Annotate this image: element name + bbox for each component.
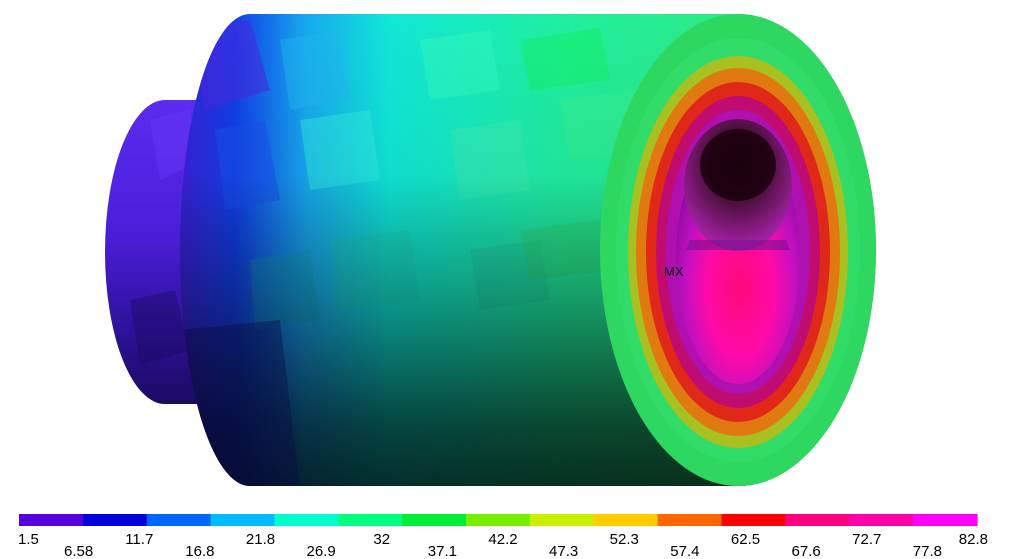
legend-swatch [338, 514, 403, 526]
legend-swatch [210, 514, 276, 526]
legend-label: 37.1 [428, 543, 457, 559]
legend-label: 82.8 [959, 531, 988, 548]
color-legend: 1.5 6.58 11.7 16.8 21.8 26.9 32 37.1 42.2 47.3 52.… [18, 514, 988, 559]
legend-label: 26.9 [307, 543, 336, 559]
legend-swatch [913, 514, 978, 526]
legend-swatch [19, 514, 84, 526]
legend-swatch [849, 514, 914, 526]
legend-swatch [274, 514, 339, 526]
legend-label: 67.6 [792, 543, 821, 559]
legend-label: 52.3 [610, 531, 639, 548]
legend-swatch [721, 514, 786, 526]
legend-label: 6.58 [64, 543, 93, 559]
legend-swatch [593, 514, 659, 526]
legend-label: 62.5 [731, 531, 760, 548]
legend-label: 16.8 [185, 543, 214, 559]
max-marker-label: MX [664, 264, 684, 279]
legend-label: 77.8 [913, 543, 942, 559]
legend-labels: 1.5 6.58 11.7 16.8 21.8 26.9 32 37.1 42.2 47.3 52.… [18, 531, 988, 559]
legend-swatch [146, 514, 212, 526]
legend-label: 1.5 [18, 531, 39, 548]
legend-swatch [466, 514, 531, 526]
end-face: MX [600, 14, 876, 486]
legend-label: 57.4 [670, 543, 699, 559]
legend-label: 42.2 [488, 531, 517, 548]
legend-swatches [19, 514, 978, 526]
legend-label: 32 [373, 531, 390, 548]
legend-label: 21.8 [246, 531, 275, 548]
legend-swatch [785, 514, 850, 526]
legend-swatch [657, 514, 723, 526]
legend-swatch [82, 514, 148, 526]
legend-label: 47.3 [549, 543, 578, 559]
legend-label: 11.7 [125, 531, 153, 548]
legend-swatch [529, 514, 595, 526]
legend-swatch [402, 514, 467, 526]
legend-label: 72.7 [852, 531, 881, 548]
